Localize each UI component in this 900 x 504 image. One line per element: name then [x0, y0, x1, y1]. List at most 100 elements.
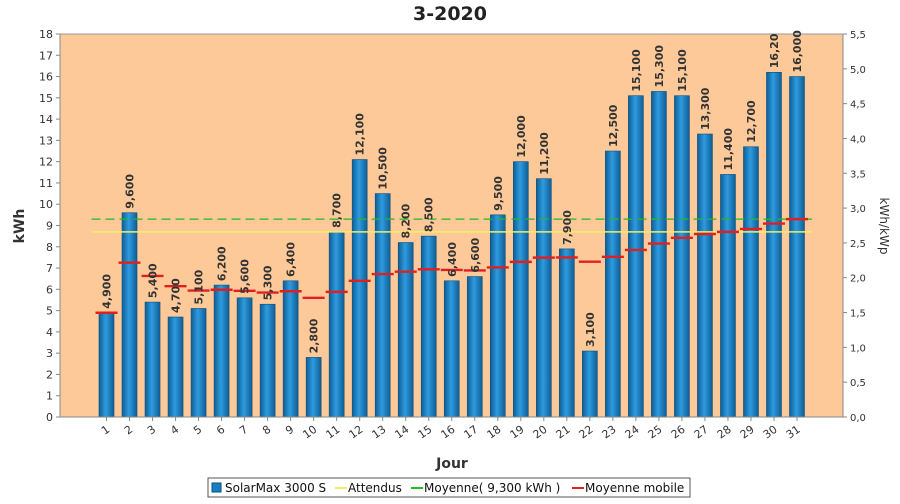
y-tick-label: 18 [39, 28, 53, 41]
legend-label: Attendus [348, 481, 402, 495]
y2-tick-label: 5,0 [850, 65, 866, 76]
bar [559, 248, 575, 418]
y-axis-title: kWh [12, 209, 28, 244]
bar [190, 308, 207, 418]
y2-tick-label: 1,5 [850, 309, 866, 320]
data-label: 2,800 [308, 318, 321, 353]
y-tick-label: 15 [39, 92, 53, 105]
x-tick-label: 10 [300, 423, 319, 442]
data-label: 12,000 [515, 115, 528, 158]
y-tick-label: 6 [46, 283, 53, 296]
y2-tick-label: 4,5 [850, 100, 866, 111]
x-tick-label: 5 [191, 423, 204, 438]
data-label: 6,400 [446, 242, 459, 277]
data-label: 6,200 [216, 246, 229, 281]
bar [282, 280, 299, 418]
bar [213, 284, 230, 418]
data-label: 3,100 [584, 312, 597, 347]
y-tick-label: 14 [39, 113, 53, 126]
bar [443, 280, 460, 418]
x-tick-label: 20 [531, 423, 550, 442]
x-tick-label: 6 [214, 423, 227, 438]
data-label: 11,200 [538, 132, 551, 175]
data-label: 13,300 [699, 87, 712, 130]
data-labels: 4,900 9,600 5,400 4,700 5,100 6,200 5,600 5,300… [101, 30, 805, 354]
y-tick-label: 16 [39, 71, 53, 84]
y2-tick-label: 3,5 [850, 169, 866, 180]
data-label: 15,300 [653, 45, 666, 88]
data-label: 6,600 [469, 237, 482, 272]
bar [582, 350, 598, 418]
x-tick-label: 18 [485, 423, 504, 442]
bar [697, 133, 713, 418]
bar [420, 235, 437, 418]
y-tick-label: 1 [46, 390, 53, 403]
x-tick-label: 7 [237, 423, 250, 438]
y-tick-label: 12 [39, 156, 53, 169]
x-tick-label: 12 [346, 423, 365, 442]
data-label: 5,100 [193, 269, 206, 304]
y-tick-label: 8 [46, 241, 53, 254]
bar [536, 178, 552, 418]
data-label: 7,900 [561, 210, 574, 245]
x-tick-label: 23 [600, 423, 619, 442]
bar [236, 297, 253, 418]
x-tick-label: 3 [145, 423, 158, 438]
x-tick-label: 8 [260, 423, 273, 438]
x-tick-label: 28 [715, 423, 734, 442]
bar [397, 242, 414, 418]
y2-tick-label: 2,5 [850, 239, 866, 250]
data-label: 9,500 [492, 176, 505, 211]
x-tick-label: 19 [508, 423, 527, 442]
y-tick-label: 4 [46, 326, 53, 339]
bar [628, 95, 644, 418]
bar [305, 357, 322, 418]
x-tick-label: 15 [416, 423, 435, 442]
x-tick-label: 29 [738, 423, 757, 442]
y-tick-label: 13 [39, 134, 53, 147]
data-label: 15,100 [630, 49, 643, 92]
y2-tick-label: 0,0 [850, 413, 866, 424]
y2-tick-label: 0,5 [850, 378, 866, 389]
bar [328, 231, 345, 418]
x-tick-label: 17 [462, 423, 481, 442]
data-label: 12,100 [354, 113, 367, 156]
y2-tick-label: 5,5 [850, 30, 866, 41]
data-label: 8,200 [400, 203, 413, 238]
y2-axis-title: kWh/kWp [877, 198, 891, 255]
data-label: 16,000 [791, 30, 804, 73]
data-label: 5,300 [262, 265, 275, 300]
bar [605, 150, 621, 418]
x-tick-label: 26 [669, 423, 688, 442]
moving-average-series [95, 217, 808, 314]
bar [98, 312, 115, 418]
bar [167, 316, 184, 418]
reference-lines [91, 218, 812, 233]
legend-swatch [211, 482, 222, 493]
legend-box [207, 477, 691, 498]
x-axis-title: Jour [435, 456, 468, 472]
bar [789, 76, 805, 418]
y-tick-label: 5 [46, 305, 53, 318]
data-label: 10,500 [377, 147, 390, 190]
x-tick-label: 27 [692, 423, 711, 442]
y2-tick-label: 2,0 [850, 274, 866, 285]
bar [121, 212, 138, 418]
bar [766, 72, 782, 418]
y-tick-label: 17 [39, 49, 53, 62]
legend-label: SolarMax 3000 S [225, 481, 326, 495]
data-label: 6,400 [285, 242, 298, 277]
data-label: 8,700 [331, 193, 344, 228]
data-label: 5,600 [239, 259, 252, 294]
x-tick-label: 9 [283, 423, 296, 438]
x-tick-label: 11 [323, 423, 342, 442]
y2-tick-label: 4,0 [850, 134, 866, 145]
bar [259, 303, 276, 418]
y-tick-label: 7 [46, 262, 53, 275]
bar [466, 276, 483, 418]
legend-label: Moyenne( 9,300 kWh ) [424, 481, 560, 495]
chart-title: 3-2020 [413, 3, 487, 25]
data-label: 12,700 [745, 100, 758, 143]
